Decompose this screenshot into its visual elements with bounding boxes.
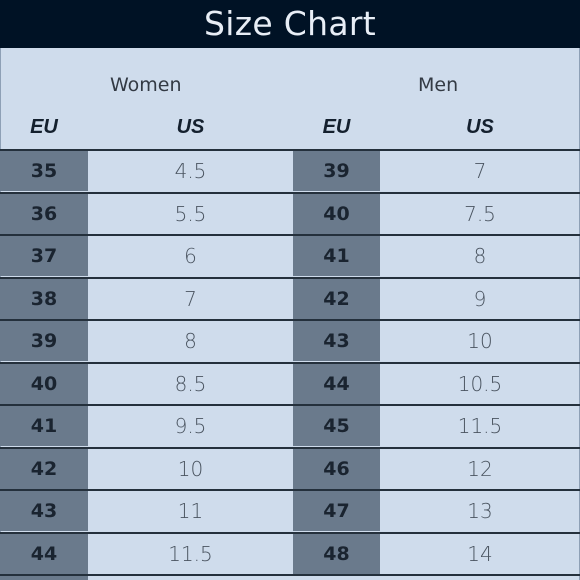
women-us-cell: 7 [184,287,197,311]
men-us-cell: 10.5 [457,372,503,396]
women-us-cell: 6 [184,244,197,268]
women-us-cell: 4.5 [174,159,207,183]
men-eu-cell: 46 [293,449,380,489]
men-group-label: Men [418,74,459,96]
row-divider [0,192,580,194]
men-eu-cell: 40 [293,194,380,234]
page-title: Size Chart [204,3,376,43]
women-us-cell: 8.5 [174,372,207,396]
title-bar: Size Chart [0,0,580,48]
men-eu-cell: 42 [293,279,380,319]
women-eu-cell: 37 [0,236,88,276]
women-eu-cell: 39 [0,321,88,361]
men-us-cell: 13 [467,499,493,523]
row-divider [0,277,580,279]
women-eu-cell: 43 [0,491,88,531]
men-eu-cell: 47 [293,491,380,531]
men-us-header: US [466,116,494,138]
women-eu-cell: 36 [0,194,88,234]
men-eu-cell: 39 [293,151,380,191]
row-divider [0,404,580,406]
eu-column-stub [0,576,88,580]
men-us-cell: 11.5 [457,414,503,438]
women-eu-cell: 35 [0,151,88,191]
men-us-cell: 10 [467,329,493,353]
women-us-cell: 5.5 [174,202,207,226]
men-us-cell: 7 [473,159,487,183]
women-eu-cell: 41 [0,406,88,446]
row-divider [0,234,580,236]
women-group-label: Women [110,74,182,96]
row-divider [0,319,580,321]
women-us-header: US [176,116,205,138]
men-us-cell: 9 [473,287,487,311]
women-us-cell: 8 [184,329,197,353]
women-eu-cell: 44 [0,534,88,574]
women-eu-cell: 40 [0,364,88,404]
row-divider [0,447,580,449]
row-divider [0,574,580,576]
women-us-cell: 11.5 [168,542,213,566]
men-eu-header: EU [322,116,351,138]
men-eu-cell: 43 [293,321,380,361]
men-eu-cell: 48 [293,534,380,574]
women-eu-header: EU [30,116,58,138]
women-us-cell: 11 [177,499,204,523]
women-eu-cell: 42 [0,449,88,489]
row-divider [0,149,580,151]
men-us-cell: 12 [467,457,493,481]
row-divider [0,532,580,534]
women-us-cell: 9.5 [174,414,207,438]
row-divider [0,362,580,364]
men-us-cell: 7.5 [464,202,496,226]
men-eu-cell: 44 [293,364,380,404]
row-divider [0,489,580,491]
women-eu-cell: 38 [0,279,88,319]
men-eu-cell: 41 [293,236,380,276]
men-eu-cell: 45 [293,406,380,446]
women-us-cell: 10 [177,457,204,481]
men-us-cell: 8 [473,244,487,268]
men-us-cell: 14 [467,542,493,566]
